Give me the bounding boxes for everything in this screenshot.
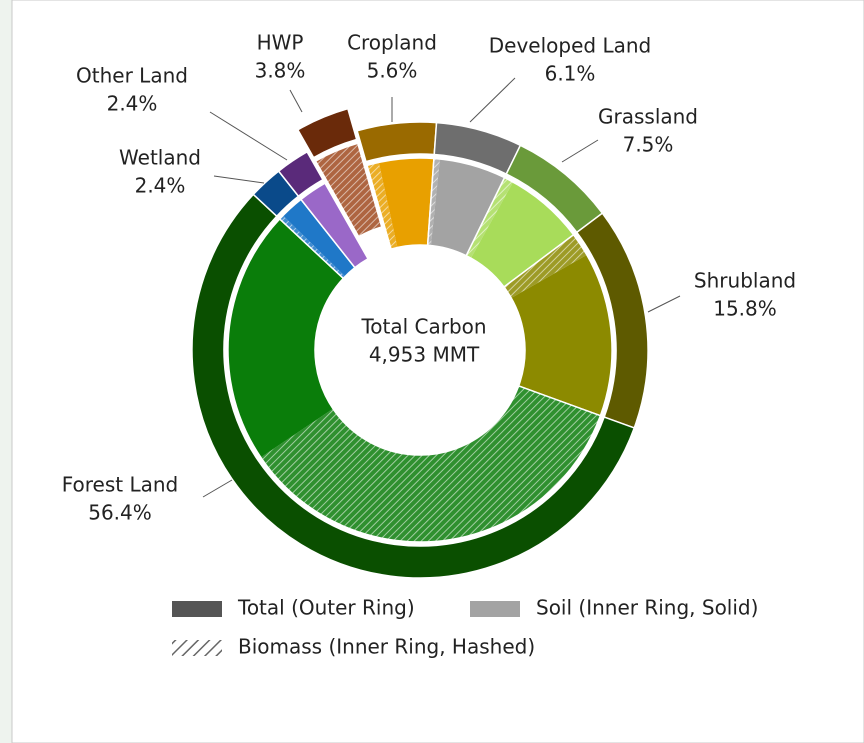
slice-label: Developed Land (489, 34, 651, 58)
slice-label: HWP (257, 31, 304, 55)
leader-line (469, 77, 516, 123)
slice-value-label: 15.8% (713, 297, 777, 321)
leader-line (209, 111, 288, 161)
inner-soil (378, 158, 434, 248)
outer-slice (277, 150, 324, 198)
slice-value-label: 7.5% (623, 133, 674, 157)
slice-label: Other Land (76, 64, 188, 88)
legend-swatch (172, 640, 222, 656)
leader-line (289, 89, 303, 113)
leader-line (202, 479, 233, 498)
legend-swatch (470, 601, 520, 617)
slice-value-label: 56.4% (88, 501, 152, 525)
slice-label: Forest Land (62, 473, 179, 497)
inner-soil (300, 183, 369, 268)
inner-soil (470, 182, 574, 287)
slice-value-label: 2.4% (135, 174, 186, 198)
hatch-overlay (367, 162, 398, 250)
legend-label: Biomass (Inner Ring, Hashed) (238, 635, 535, 659)
leader-line (213, 175, 265, 184)
center-title: Total Carbon (360, 315, 486, 339)
outer-slice (296, 107, 358, 159)
slice-label: Grassland (598, 105, 698, 129)
inner-soil (283, 199, 355, 277)
slice-value-label: 5.6% (367, 59, 418, 83)
slice-label: Wetland (119, 146, 201, 170)
slice-value-label: 2.4% (107, 92, 158, 116)
legend-swatch (172, 601, 222, 617)
hatch-overlay (279, 215, 346, 279)
hatch-overlay (503, 234, 587, 299)
inner-soil (430, 159, 505, 256)
slice-border (314, 142, 383, 238)
slice-value-label: 3.8% (255, 59, 306, 83)
hatch-overlay (466, 177, 514, 259)
legend-label: Soil (Inner Ring, Solid) (536, 596, 758, 620)
slice-label: Shrubland (694, 269, 796, 293)
legend-label: Total (Outer Ring) (237, 596, 415, 620)
slice-value-label: 6.1% (545, 62, 596, 86)
leader-line (561, 139, 599, 163)
leader-line (647, 295, 681, 313)
hatch-overlay (427, 158, 440, 246)
inner-soil (227, 218, 344, 458)
slice-border (299, 182, 370, 269)
slice-border (227, 217, 602, 543)
hatch-overlay (315, 143, 382, 237)
slice-label: Cropland (347, 31, 437, 55)
center-value: 4,953 MMT (369, 343, 480, 367)
inner-soil (511, 254, 612, 416)
outer-slice (191, 193, 636, 579)
